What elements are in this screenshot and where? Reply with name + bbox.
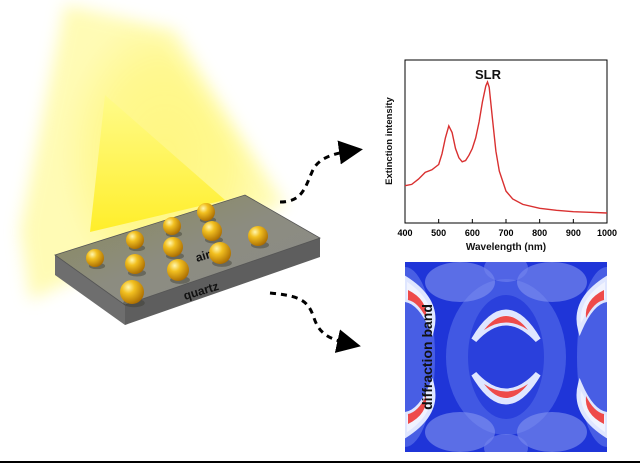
gold-nanoparticle [125,254,145,274]
gold-nanoparticle [86,249,104,267]
arrow-to-spectrum [279,140,363,204]
substrate-left-face [55,255,125,325]
gold-nanoparticle [120,280,144,304]
gold-nanoparticle [248,226,268,246]
gold-nanoparticle [197,203,215,221]
x-tick-label: 600 [465,228,480,238]
field-map: diffraction band [405,262,607,452]
x-tick-label: 500 [431,228,446,238]
gold-nanoparticle [126,231,144,249]
gold-nanoparticle [167,259,189,281]
arrow-to-fieldmap [269,291,361,353]
nanoparticle-array [86,203,269,308]
x-tick-label: 400 [397,228,412,238]
x-axis-label: Wavelength (nm) [466,242,546,253]
x-tick-label: 700 [498,228,513,238]
spectrum-line [404,79,608,214]
diffraction-band-label: diffraction band [419,304,435,410]
x-tick-label: 800 [532,228,547,238]
gold-nanoparticle [209,242,231,264]
gold-nanoparticle [163,217,181,235]
air-label: air [194,247,212,265]
quartz-substrate [54,194,321,325]
extinction-chart: 400 500 600 700 800 900 1000 SLR Wavelength (n… [384,59,617,253]
substrate-front-face [125,238,320,325]
gold-nanoparticle [202,221,222,241]
plot-frame [404,59,608,224]
x-tick-label: 1000 [597,228,617,238]
x-axis: 400 500 600 700 800 900 1000 [397,219,617,238]
x-tick-label: 900 [566,228,581,238]
substrate-top [55,195,320,305]
slr-annotation: SLR [475,67,502,82]
beam-triangle [90,95,225,232]
y-axis-label: Extinction intensity [384,96,395,184]
gold-nanoparticle [163,237,183,257]
